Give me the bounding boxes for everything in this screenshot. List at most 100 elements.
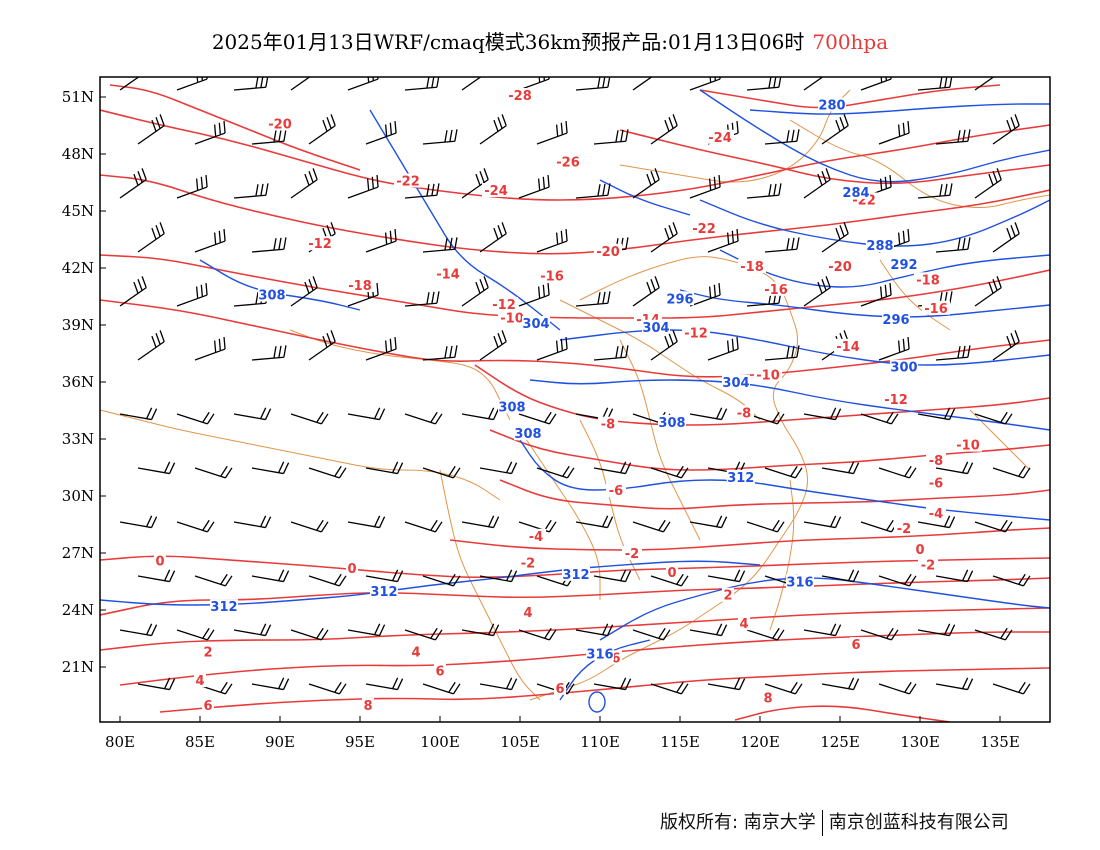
height-label-bg [866, 238, 894, 253]
height-label: 316 [786, 575, 813, 590]
wind-barb-feather [366, 178, 370, 191]
isotherm-line [119, 631, 1050, 686]
height-label: 308 [514, 427, 541, 442]
border-line [969, 409, 1031, 471]
height-label-bg [258, 287, 286, 302]
wind-barb-feather [890, 413, 899, 425]
isotherm-line [100, 555, 1050, 579]
wind-barb-feather [206, 413, 215, 425]
wind-barb-feather [389, 230, 393, 243]
wind-barb-feather [966, 462, 974, 474]
wind-barb-shaft [422, 356, 455, 361]
wind-barb-feather [602, 183, 606, 196]
wind-barb-feather [322, 335, 328, 348]
wind-barb-feather [501, 222, 507, 234]
wind-barb-shaft [632, 179, 660, 199]
wind-barb-feather [338, 467, 347, 479]
wind-barb-feather [479, 171, 485, 183]
wind-barb-feather [367, 77, 370, 83]
wind-barb-shaft [689, 413, 722, 421]
wind-barb-feather [220, 681, 228, 693]
wind-barb-feather [137, 171, 143, 183]
wind-barb-feather [168, 570, 176, 582]
temperature-label-bg [762, 690, 774, 705]
wind-barb-feather [431, 291, 435, 304]
temperature-label: -16 [764, 283, 788, 298]
wind-barb-feather [493, 119, 499, 132]
lon-tick-label: 95E [345, 733, 375, 751]
wind-barb-feather [255, 77, 259, 89]
wind-barb-shaft [746, 629, 778, 641]
wind-barb-feather [488, 623, 495, 635]
wind-barb-feather [330, 222, 336, 234]
wind-barb-shaft [422, 467, 454, 479]
wind-barb-feather [449, 345, 453, 358]
wind-barb-feather [1014, 222, 1020, 234]
wind-barb-feather [908, 575, 917, 587]
wind-barb-feather [394, 121, 397, 134]
temperature-label-bg [506, 88, 534, 102]
isotherm-line [474, 364, 1050, 426]
temperature-label-bg [598, 416, 618, 431]
temperature-label: -8 [737, 406, 751, 421]
wind-barb-feather [821, 171, 827, 183]
wind-barb-shaft [365, 683, 398, 691]
wind-barb-feather [949, 183, 953, 196]
temperature-label-bg [346, 278, 374, 292]
wind-barb-feather [312, 168, 318, 180]
wind-barb-feather [538, 77, 541, 83]
wind-barb-shaft [689, 629, 722, 637]
wind-barb-feather [159, 114, 165, 126]
temperature-label: -20 [828, 260, 852, 275]
wind-barb-feather [1014, 114, 1020, 126]
height-label-bg [642, 319, 670, 334]
wind-barb-feather [624, 570, 632, 582]
wind-barb-feather [664, 335, 670, 348]
wind-barb-feather [962, 677, 969, 689]
wind-barb-feather [672, 114, 678, 126]
wind-barb-feather [668, 333, 674, 345]
border-line [559, 299, 761, 421]
wind-barb-feather [374, 515, 381, 527]
wind-barb-shaft [575, 86, 608, 91]
wind-barb-feather [218, 122, 222, 135]
wind-barb-feather [278, 129, 282, 142]
wind-barb-feather [260, 407, 267, 419]
temperature-label-bg [346, 561, 358, 576]
wind-barb-feather [320, 629, 329, 641]
wind-barb-shaft [176, 521, 208, 533]
wind-barb-shaft [461, 179, 489, 199]
wind-barb-shaft [992, 233, 1020, 253]
temperature-label: -22 [692, 222, 716, 237]
credit-right: 南京创蓝科技有限公司 [828, 812, 1009, 833]
wind-barb-shaft [764, 683, 796, 695]
wind-barb-feather [213, 124, 217, 137]
wind-barb-shaft [974, 179, 1002, 199]
wind-barb-feather [794, 683, 803, 695]
wind-barb-shaft [593, 683, 626, 691]
wind-barb-feather [796, 345, 800, 358]
wind-barb-feather [768, 184, 772, 197]
wind-barb-feather [283, 345, 287, 358]
wind-barb-feather [830, 623, 837, 635]
wind-barb-feather [738, 678, 746, 690]
wind-barb-shaft [992, 341, 1020, 361]
wind-barb-shaft [803, 179, 831, 199]
wind-barb-feather [1022, 575, 1031, 587]
wind-barb-feather [615, 130, 619, 143]
wind-barb-feather [492, 624, 500, 636]
wind-barb-feather [718, 175, 721, 188]
lon-tick-label: 80E [105, 733, 135, 751]
wind-barb-feather [654, 168, 660, 180]
temperature-label-bg [738, 616, 750, 631]
height-contour-line [679, 289, 1050, 318]
wind-barb-feather [713, 284, 717, 297]
wind-barb-shaft [404, 521, 436, 533]
wind-barb-shaft [821, 575, 854, 583]
wind-barb-shaft [404, 413, 436, 425]
wind-barb-feather [560, 230, 564, 243]
wind-barb-feather [848, 569, 855, 581]
height-label: 304 [722, 376, 749, 391]
wind-barb-feather [565, 121, 568, 134]
wind-barb-feather [449, 129, 453, 142]
